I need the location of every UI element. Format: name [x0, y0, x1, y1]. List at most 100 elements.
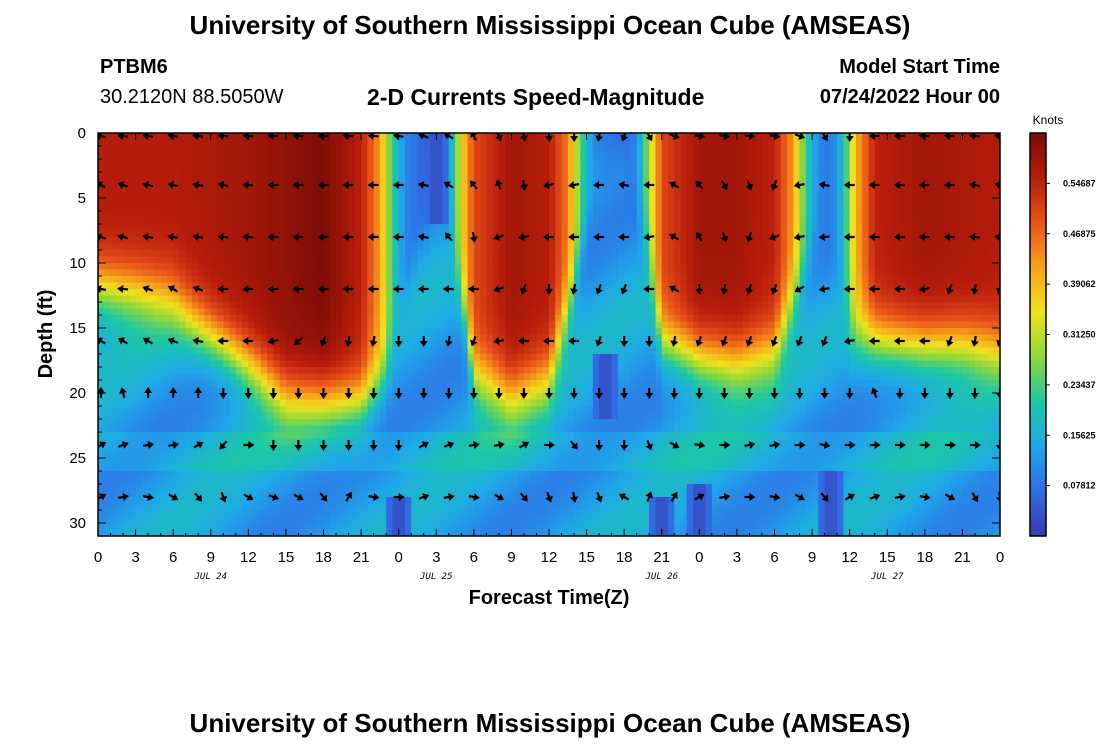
heatmap-cell [148, 204, 155, 212]
heatmap-cell [574, 523, 581, 531]
heatmap-cell [141, 230, 149, 238]
heatmap-cell [285, 406, 293, 414]
heatmap-cell [423, 406, 431, 414]
heatmap-cell [123, 471, 130, 479]
heatmap-cell [160, 464, 168, 472]
heatmap-cell [448, 477, 456, 485]
heatmap-cell [398, 250, 406, 258]
heatmap-cell [135, 373, 143, 381]
heatmap-cell [561, 380, 569, 388]
heatmap-cell [317, 399, 325, 407]
heatmap-cell [260, 393, 268, 401]
heatmap-cell [191, 367, 199, 375]
heatmap-cell [298, 503, 306, 511]
heatmap-cell [129, 490, 137, 498]
heatmap-cell [210, 256, 218, 264]
heatmap-cell [154, 243, 162, 251]
heatmap-cell [329, 328, 337, 336]
heatmap-cell [204, 224, 212, 232]
heatmap-cell [298, 386, 306, 394]
heatmap-cell [480, 139, 487, 147]
heatmap-cell [310, 302, 318, 310]
heatmap-cell [536, 230, 544, 238]
heatmap-cell [179, 224, 187, 232]
heatmap-cell [317, 432, 325, 440]
heatmap-cell [386, 133, 393, 141]
heatmap-cell [242, 269, 249, 277]
heatmap-cell [248, 185, 256, 193]
heatmap-cell [354, 503, 362, 511]
heatmap-cell [492, 269, 500, 277]
heatmap-cell [191, 276, 199, 284]
heatmap-cell [141, 360, 149, 368]
heatmap-cell [141, 211, 149, 219]
heatmap-cell [354, 133, 362, 141]
heatmap-cell [185, 516, 193, 524]
heatmap-cell [455, 146, 462, 154]
heatmap-cell [279, 458, 287, 466]
heatmap-cell [442, 419, 450, 427]
heatmap-cell [110, 386, 118, 394]
heatmap-cell [404, 386, 412, 394]
heatmap-cell [304, 133, 312, 141]
heatmap-cell [455, 412, 462, 420]
heatmap-cell [198, 503, 206, 511]
heatmap-cell [135, 295, 143, 303]
heatmap-cell [536, 380, 544, 388]
heatmap-cell [141, 263, 149, 271]
heatmap-cell [191, 211, 199, 219]
heatmap-cell [417, 516, 425, 524]
heatmap-cell [592, 269, 600, 277]
heatmap-cell [442, 484, 450, 492]
heatmap-cell [373, 211, 381, 219]
heatmap-cell [536, 263, 544, 271]
heatmap-cell [386, 204, 393, 212]
heatmap-cell [279, 503, 287, 511]
heatmap-cell [110, 399, 118, 407]
heatmap-cell [173, 230, 181, 238]
heatmap-cell [561, 425, 569, 433]
heatmap-cell [104, 146, 112, 154]
heatmap-cell [542, 139, 550, 147]
heatmap-cell [310, 289, 318, 297]
heatmap-cell [461, 243, 469, 251]
heatmap-cell [217, 458, 224, 466]
heatmap-cell [574, 237, 581, 245]
heatmap-cell [505, 146, 513, 154]
heatmap-cell [392, 347, 400, 355]
heatmap-cell [398, 373, 406, 381]
heatmap-cell [517, 139, 525, 147]
heatmap-cell [348, 399, 356, 407]
heatmap-cell [141, 438, 149, 446]
heatmap-cell [379, 237, 387, 245]
heatmap-cell [492, 445, 500, 453]
heatmap-cell [110, 178, 118, 186]
heatmap-cell [599, 308, 606, 316]
heatmap-cell [480, 250, 487, 258]
heatmap-cell [317, 419, 325, 427]
heatmap-cell [110, 445, 118, 453]
heatmap-cell [317, 386, 325, 394]
heatmap-cell [567, 516, 575, 524]
heatmap-cell [429, 360, 437, 368]
heatmap-cell [242, 282, 249, 290]
heatmap-cell [217, 347, 224, 355]
heatmap-cell [486, 373, 494, 381]
heatmap-cell [267, 211, 274, 219]
heatmap-cell [480, 172, 487, 180]
heatmap-cell [135, 204, 143, 212]
heatmap-cell [191, 263, 199, 271]
heatmap-cell [173, 159, 181, 167]
heatmap-cell [411, 152, 419, 160]
heatmap-cell [273, 172, 281, 180]
heatmap-cell [354, 185, 362, 193]
heatmap-cell [123, 191, 130, 199]
heatmap-cell [386, 315, 393, 323]
heatmap-cell [185, 282, 193, 290]
heatmap-cell [323, 464, 331, 472]
heatmap-cell [267, 321, 274, 329]
heatmap-cell [392, 438, 400, 446]
heatmap-cell [592, 529, 600, 536]
heatmap-cell [398, 328, 406, 336]
heatmap-cell [173, 484, 181, 492]
